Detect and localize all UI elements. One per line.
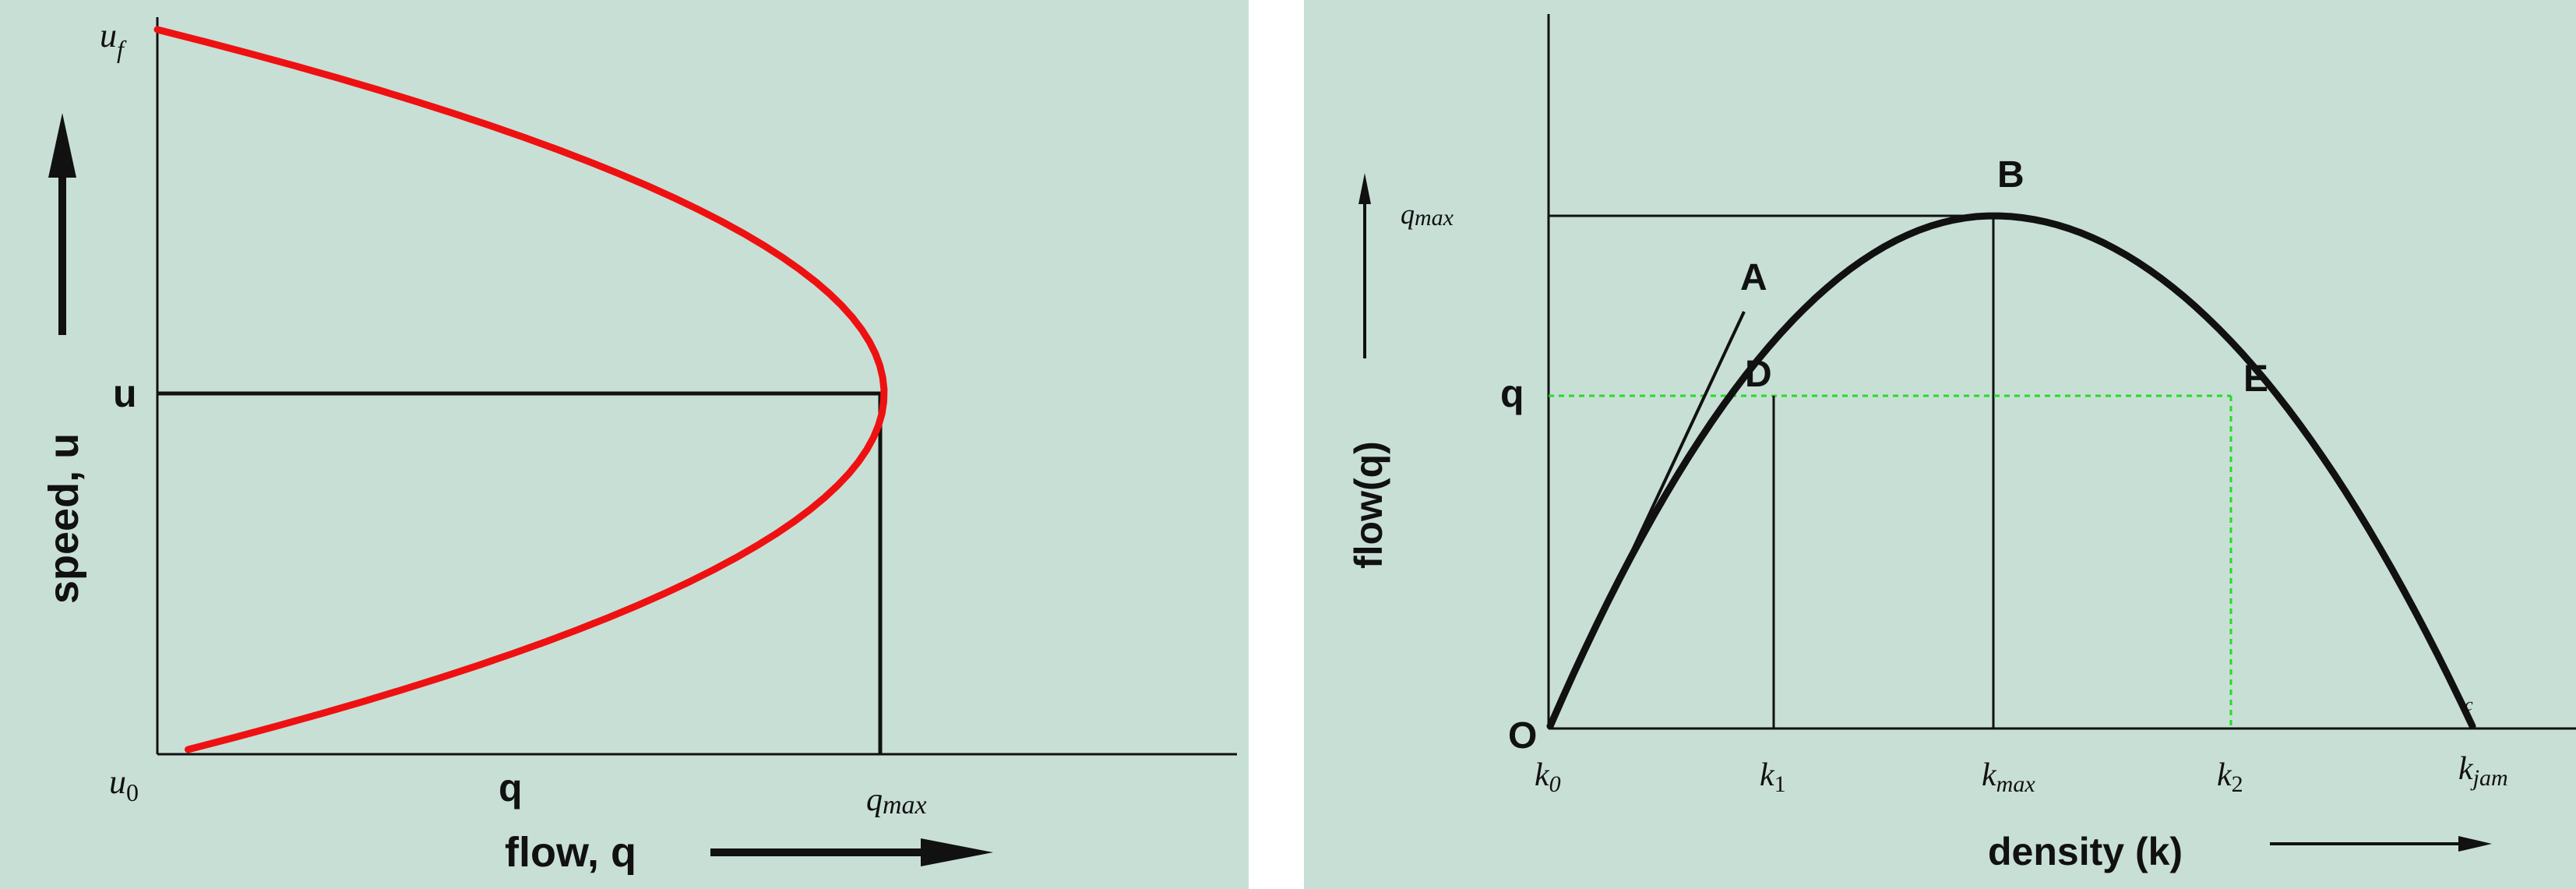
speed-flow-diagram: speed, u uf u u0 q qmax flow, q [41,16,1237,876]
x-arrow-head [2458,836,2492,852]
label-qmax: qmax [1401,199,1454,231]
y-arrow-head [48,113,76,178]
label-uf: uf [100,16,127,63]
tick-label-kmax: kmax [1982,757,2035,797]
flow-density-diagram: flow(q) qmax q O A B D E k0 k1 kmax k2 k… [1347,14,2576,873]
point-label-B: B [1997,154,2025,196]
tick-label-k2: k2 [2217,757,2243,797]
point-label-D: D [1745,354,1772,395]
flow-density-panel: flow(q) qmax q O A B D E k0 k1 kmax k2 k… [1304,0,2576,889]
tick-label-k1: k1 [1760,757,1786,797]
speed-flow-panel: speed, u uf u u0 q qmax flow, q [0,0,1249,889]
label-q: q [1500,372,1524,415]
x-axis-label: density (k) [1988,830,2183,873]
x-arrow-head [921,838,993,866]
tick-label-c: c [2465,695,2473,715]
x-axis-label: flow, q [505,829,636,876]
tick-label-kjam: kjam [2458,751,2508,791]
label-u0: u0 [109,763,139,806]
label-origin: O [1508,715,1537,757]
y-arrow-head [1358,173,1371,204]
speed-flow-curve [153,26,888,753]
point-label-E: E [2243,358,2268,400]
tick-label-k0: k0 [1535,757,1561,797]
label-u: u [113,372,137,415]
label-qmax: qmax [866,782,927,820]
point-label-A: A [1740,257,1767,298]
label-q: q [499,766,523,810]
y-axis-label: speed, u [41,433,87,604]
y-axis-label: flow(q) [1347,441,1390,569]
flow-density-curve [1546,212,2476,730]
